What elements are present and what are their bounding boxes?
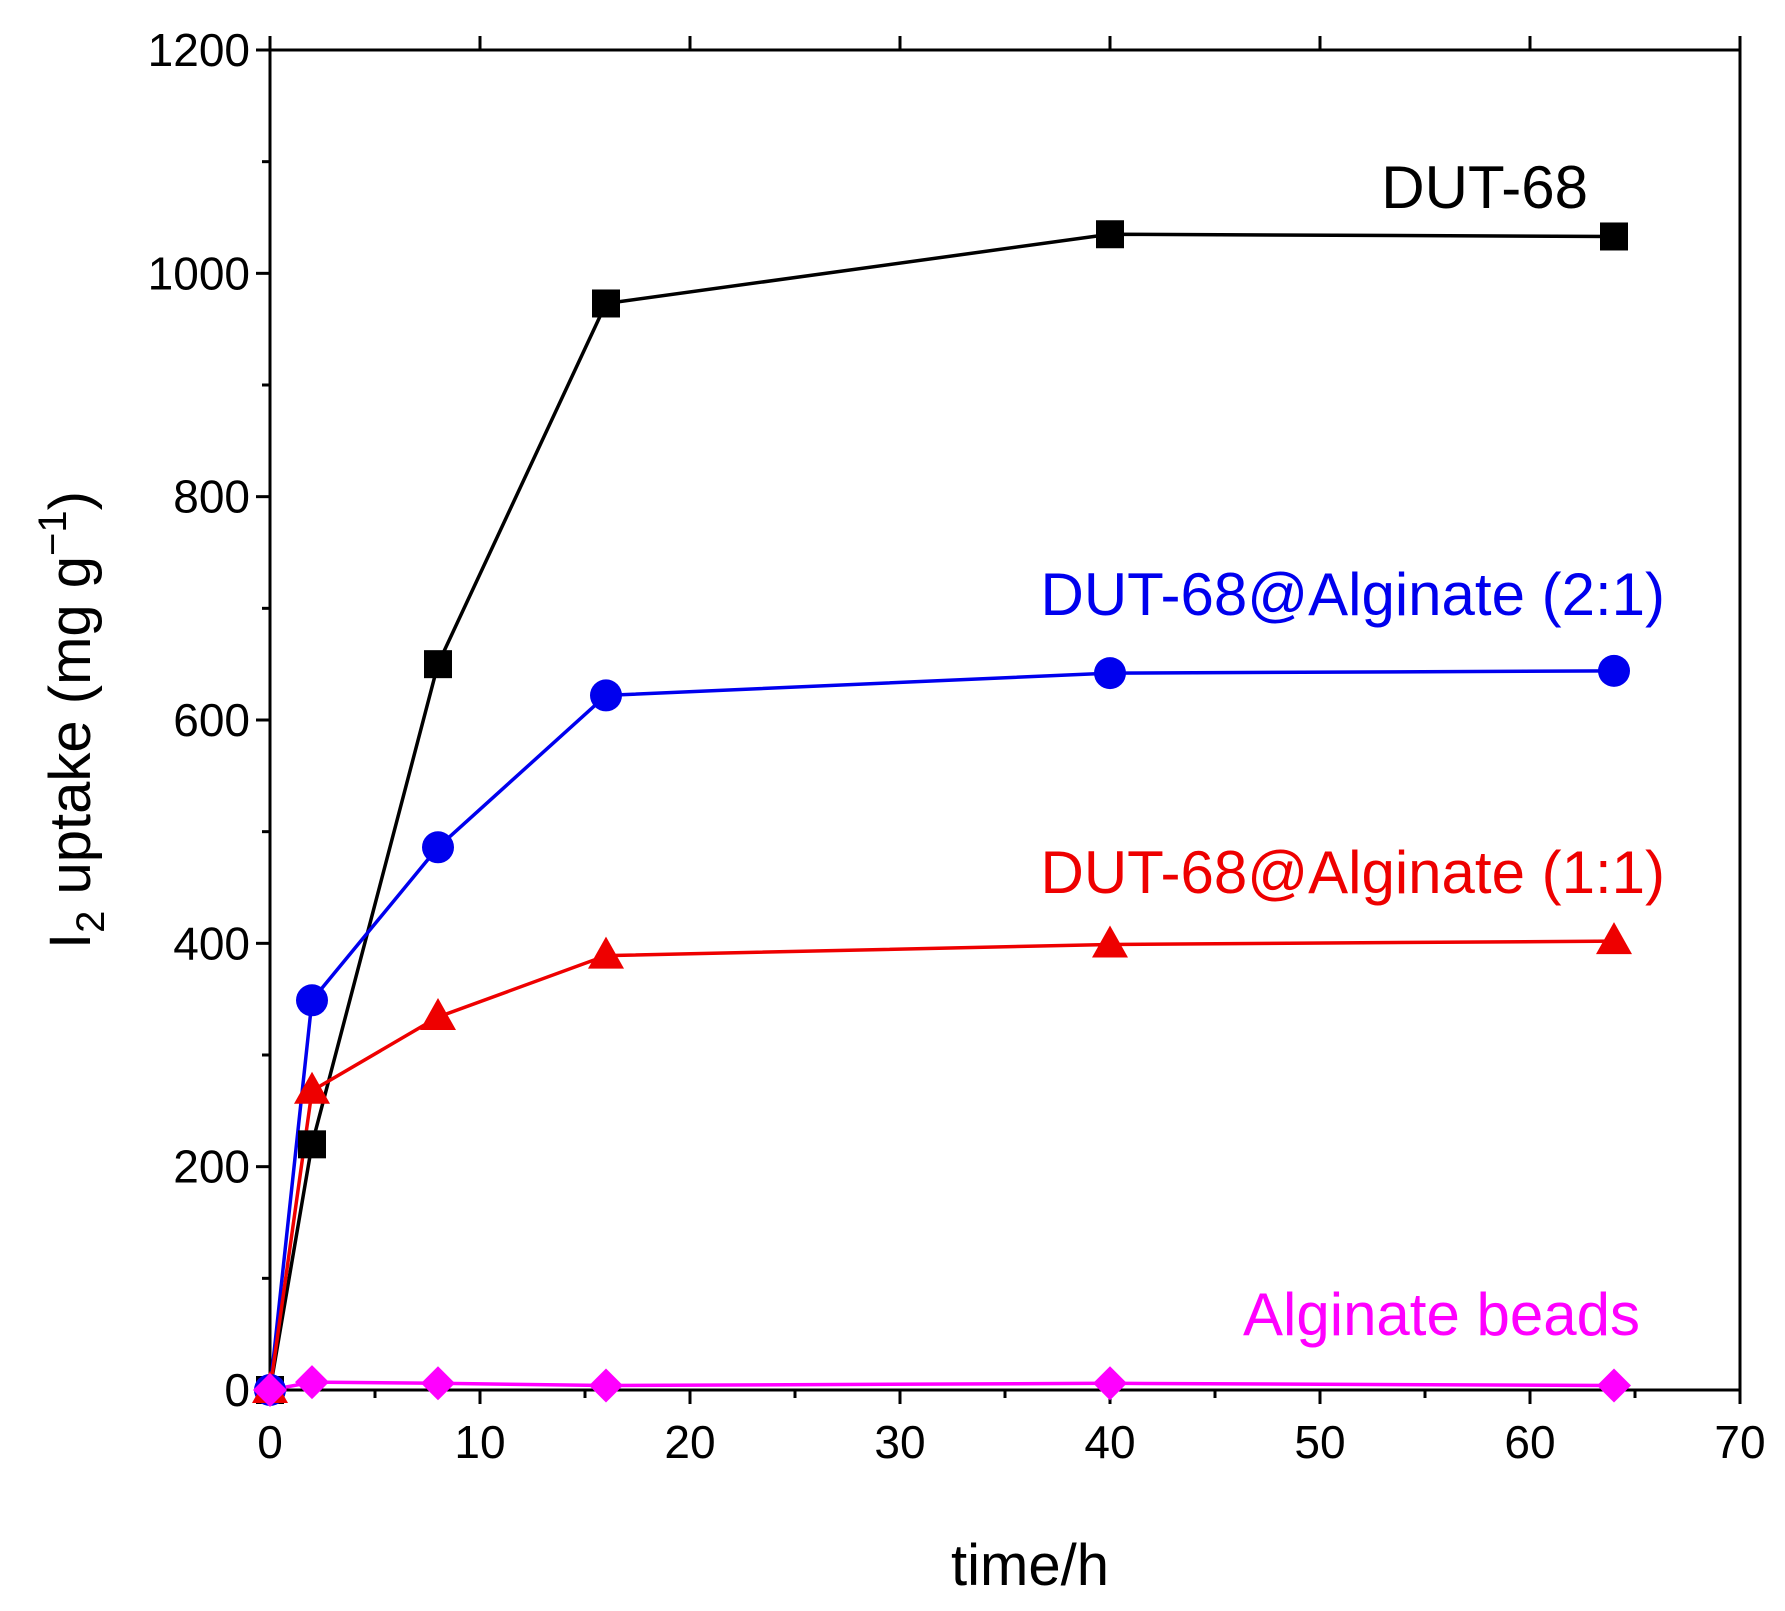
x-tick-label: 60	[1504, 1416, 1555, 1468]
series-label-dut68-alginate-2-1: DUT-68@Alginate (2:1)	[1041, 561, 1666, 628]
plot-frame	[268, 48, 1742, 1392]
axis-ticks	[256, 36, 1742, 1404]
y-tick-label: 1000	[148, 247, 250, 299]
x-tick-label: 40	[1084, 1416, 1135, 1468]
y-axis-title-rest: uptake (mg g	[38, 556, 103, 911]
series-markers	[252, 220, 1632, 1407]
data-point-0	[424, 650, 452, 679]
data-point-3	[589, 1368, 623, 1403]
data-point-3	[421, 1366, 455, 1401]
y-tick-label: 200	[173, 1141, 250, 1193]
data-point-3	[1597, 1368, 1631, 1403]
y-tick-label: 600	[173, 694, 250, 746]
series-line-1	[268, 669, 1615, 1391]
y-axis-title-main: I	[38, 933, 103, 949]
series-label-dut68: DUT-68	[1381, 154, 1588, 221]
data-point-2	[1092, 925, 1128, 958]
x-axis-title: time/h	[951, 1533, 1109, 1598]
y-tick-label: 0	[224, 1364, 250, 1416]
x-tick-label: 50	[1294, 1416, 1345, 1468]
x-tick-label: 0	[257, 1416, 283, 1468]
data-point-3	[1093, 1366, 1127, 1401]
x-tick-label: 70	[1714, 1416, 1765, 1468]
series-lines	[268, 232, 1615, 1392]
data-point-3	[253, 1373, 287, 1407]
data-point-2	[588, 936, 624, 969]
data-point-2	[294, 1071, 330, 1104]
data-point-1	[296, 984, 328, 1017]
y-tick-label: 400	[173, 917, 250, 969]
data-point-2	[1596, 922, 1632, 955]
data-point-1	[1094, 657, 1126, 690]
y-axis-title: I2 uptake (mg g−1)	[31, 491, 113, 949]
y-axis-title-close: )	[38, 491, 103, 510]
tick-labels: 0 10 20 30 40 50 60 70 0 200 400 600 800 1000 1200	[148, 24, 1766, 1468]
series-label-alginate-beads: Alginate beads	[1243, 1281, 1640, 1348]
x-tick-label: 10	[454, 1416, 505, 1468]
data-point-0	[298, 1130, 326, 1159]
data-point-1	[422, 831, 454, 864]
data-point-2	[420, 998, 456, 1031]
series-label-dut68-alginate-1-1: DUT-68@Alginate (1:1)	[1041, 839, 1666, 906]
data-point-0	[1096, 220, 1124, 249]
y-tick-label: 800	[173, 471, 250, 523]
data-point-1	[1598, 654, 1630, 687]
data-point-1	[590, 679, 622, 712]
series-line-0	[268, 232, 1615, 1391]
y-tick-label: 1200	[148, 24, 250, 76]
x-tick-label: 30	[874, 1416, 925, 1468]
data-point-0	[592, 289, 620, 318]
x-tick-label: 20	[664, 1416, 715, 1468]
data-point-3	[295, 1365, 329, 1400]
y-axis-title-sup: −1	[31, 510, 75, 556]
y-axis-title-sub: 2	[69, 911, 113, 933]
data-point-0	[1600, 222, 1628, 251]
